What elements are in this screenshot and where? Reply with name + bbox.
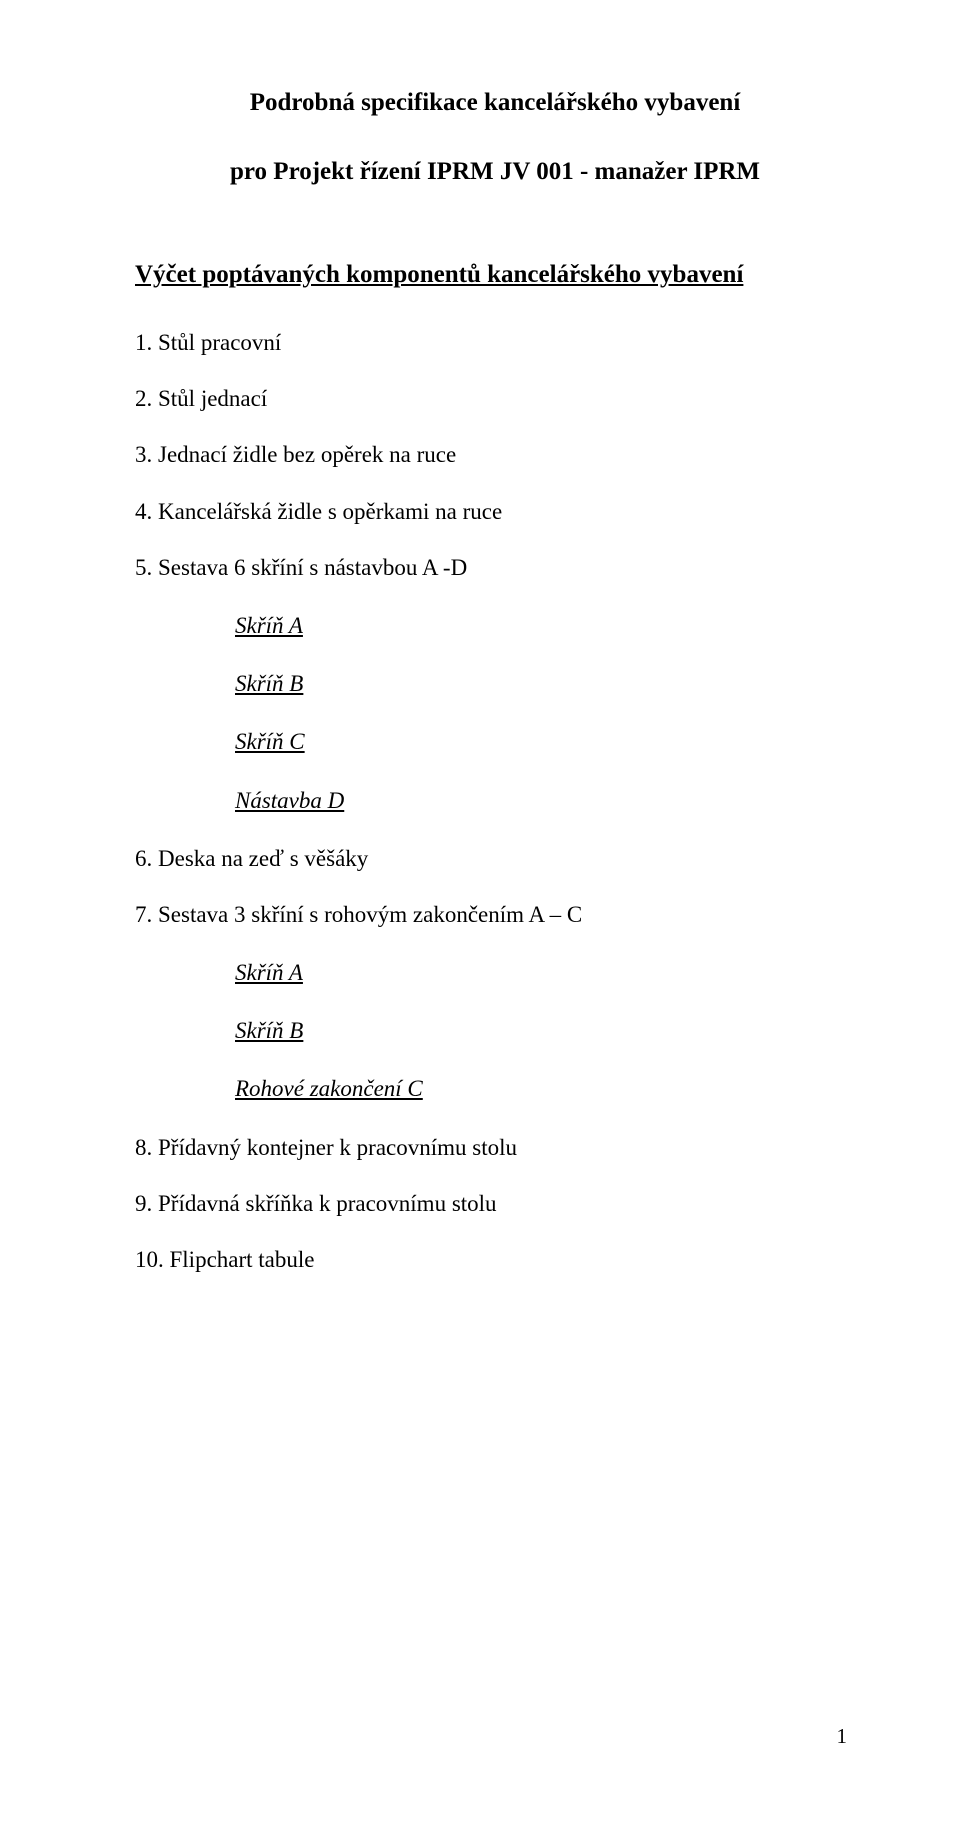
subitem: Rohové zakončení C <box>235 1073 855 1105</box>
item-number: 7. <box>135 902 152 927</box>
list-item: 9. Přídavná skříňka k pracovnímu stolu <box>135 1188 855 1220</box>
subitem: Skříň B <box>235 668 855 700</box>
section-heading: Výčet poptávaných komponentů kancelářské… <box>135 261 855 289</box>
subitem: Skříň B <box>235 1015 855 1047</box>
item-number: 1. <box>135 330 152 355</box>
list-item: 1. Stůl pracovní <box>135 327 855 359</box>
item-text: Stůl jednací <box>158 386 267 411</box>
item-text: Kancelářská židle s opěrkami na ruce <box>158 499 502 524</box>
list-item: 4. Kancelářská židle s opěrkami na ruce <box>135 496 855 528</box>
item-number: 10. <box>135 1247 164 1272</box>
item-text: Jednací židle bez opěrek na ruce <box>158 442 456 467</box>
subitem: Nástavba D <box>235 785 855 817</box>
item-text: Deska na zeď s věšáky <box>158 846 368 871</box>
item-text: Sestava 6 skříní s nástavbou A -D <box>158 555 467 580</box>
item-text: Sestava 3 skříní s rohovým zakončením A … <box>158 902 582 927</box>
subitem: Skříň A <box>235 610 855 642</box>
item-list: 1. Stůl pracovní 2. Stůl jednací 3. Jedn… <box>135 327 855 1276</box>
item-text: Stůl pracovní <box>158 330 281 355</box>
document-title: Podrobná specifikace kancelářského vybav… <box>135 85 855 120</box>
list-item: 8. Přídavný kontejner k pracovnímu stolu <box>135 1132 855 1164</box>
list-item: 3. Jednací židle bez opěrek na ruce <box>135 439 855 471</box>
subitem: Skříň C <box>235 726 855 758</box>
list-item: 6. Deska na zeď s věšáky <box>135 843 855 875</box>
item-number: 8. <box>135 1135 152 1160</box>
item-text: Přídavná skříňka k pracovnímu stolu <box>158 1191 497 1216</box>
item-number: 3. <box>135 442 152 467</box>
item-number: 6. <box>135 846 152 871</box>
list-item: 5. Sestava 6 skříní s nástavbou A -D <box>135 552 855 584</box>
item-text: Přídavný kontejner k pracovnímu stolu <box>158 1135 517 1160</box>
list-item: 7. Sestava 3 skříní s rohovým zakončením… <box>135 899 855 931</box>
item-number: 2. <box>135 386 152 411</box>
item-text: Flipchart tabule <box>170 1247 315 1272</box>
list-item: 2. Stůl jednací <box>135 383 855 415</box>
document-subtitle: pro Projekt řízení IPRM JV 001 - manažer… <box>135 154 855 189</box>
list-item: 10. Flipchart tabule <box>135 1244 855 1276</box>
item-number: 9. <box>135 1191 152 1216</box>
subitem: Skříň A <box>235 957 855 989</box>
page-number: 1 <box>837 1724 848 1749</box>
item-number: 4. <box>135 499 152 524</box>
item-number: 5. <box>135 555 152 580</box>
